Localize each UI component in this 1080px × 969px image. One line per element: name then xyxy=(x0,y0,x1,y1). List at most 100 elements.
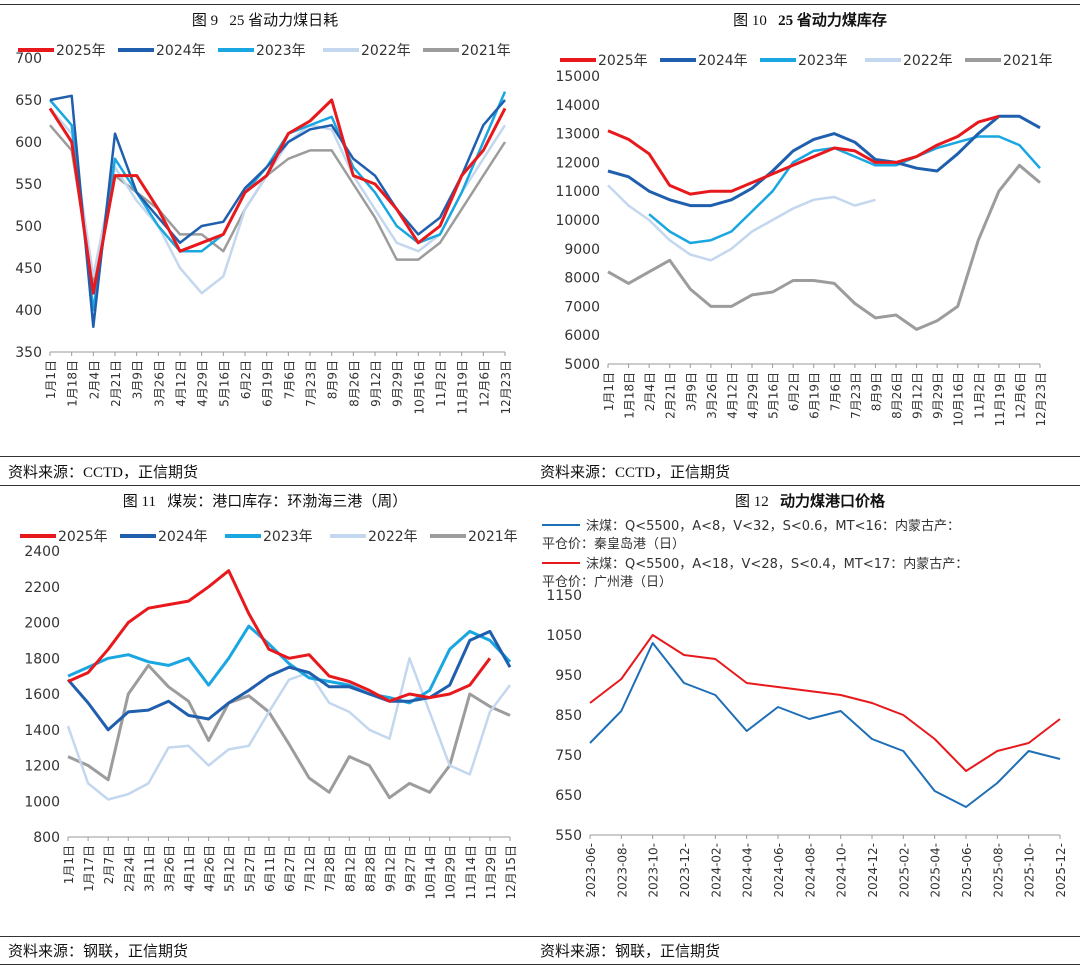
c10-legend-label: 2023年 xyxy=(798,53,848,69)
c12-ytick-label: 950 xyxy=(555,668,582,684)
c10-legend-label: 2021年 xyxy=(1003,53,1053,69)
c12-xtick-label: 2025-10- xyxy=(1023,843,1037,897)
c12-series-line-秦皇岛港 xyxy=(589,642,1061,808)
c12-xtick-label: 2024-10- xyxy=(835,843,849,897)
c12-legend-line: 沫煤：Q<5500，A<8，V<32，S<0.6，MT<16：内蒙古产： xyxy=(586,518,960,534)
fig10-title-text: 25 省动力煤库存 xyxy=(778,13,887,29)
fig11-source: 资料来源：钢联，正信期货 xyxy=(8,944,189,960)
fig10-source: 资料来源：CCTD，正信期货 xyxy=(540,465,731,481)
c9-series-line-2025年 xyxy=(48,98,507,295)
c12-xtick-label: 2024-08- xyxy=(803,843,817,897)
c12-ytick-label: 650 xyxy=(555,788,582,804)
rule-2 xyxy=(0,485,1080,486)
c10-ytick-label: 15000 xyxy=(555,69,600,85)
c10-ytick-label: 14000 xyxy=(555,98,600,114)
c12-xtick-label: 2023-10- xyxy=(647,843,661,897)
panel-fig9: 图 9 25 省动力煤日耗 350 400 450 500 550 600 650 700 1月… xyxy=(0,0,530,481)
c10-ytick-label: 12000 xyxy=(555,155,600,171)
c9-xtick-label: 10月16日 xyxy=(412,360,426,415)
c12-legend-line: 平仓价：广州港（日） xyxy=(542,575,672,590)
c12-ytick-label: 750 xyxy=(555,748,582,764)
c9-xtick-label: 11月2日 xyxy=(434,360,448,407)
c9-ytick-label: 500 xyxy=(15,219,42,235)
c9-xtick-label: 1月18日 xyxy=(66,360,80,407)
c10-ytick-label: 8000 xyxy=(564,271,600,287)
c10-xtick-label: 1月18日 xyxy=(623,372,637,419)
c9-xtick-label: 6月2日 xyxy=(239,360,253,399)
c11-xtick-label: 7月28日 xyxy=(323,845,337,892)
c12-xtick-label: 2024-06- xyxy=(772,843,786,897)
fig9-title: 图 9 25 省动力煤日耗 xyxy=(0,9,530,30)
panel-fig10: 图 10 25 省动力煤库存 5000 6000 7000 8000 9000 10000… xyxy=(540,0,1080,481)
c12-ytick-label: 1050 xyxy=(546,628,582,644)
c11-series-line-2025年 xyxy=(67,569,492,703)
panel-fig12: 图 12 动力煤港口价格 550 650 750 850 950 1050 1150 2023… xyxy=(540,485,1080,969)
c10-xtick-label: 1月1日 xyxy=(602,372,616,411)
c9-xtick-label: 9月29日 xyxy=(391,360,405,407)
c10-xtick-label: 2月4日 xyxy=(643,372,657,411)
c10-xtick-label: 4月12日 xyxy=(725,372,739,419)
c12-xtick-label: 2024-12- xyxy=(866,843,880,897)
c10-xtick-label: 9月29日 xyxy=(931,372,945,419)
c12-xtick-label: 2024-04- xyxy=(741,843,755,897)
rule-1 xyxy=(0,456,1080,457)
c11-xtick-label: 11月14日 xyxy=(464,845,478,900)
c9-xtick-label: 12月23日 xyxy=(499,360,513,415)
c10-series-line-2024年 xyxy=(607,114,1041,208)
fig10-title: 图 10 25 省动力煤库存 xyxy=(540,9,1080,30)
c9-xtick-label: 2月21日 xyxy=(109,360,123,407)
c11-xtick-label: 11月29日 xyxy=(484,845,498,900)
fig12-title-text: 动力煤港口价格 xyxy=(780,494,886,510)
c12-xtick-label: 2025-04- xyxy=(929,843,943,897)
c11-xtick-label: 7月12日 xyxy=(303,845,317,892)
c11-xtick-label: 5月12日 xyxy=(223,845,237,892)
c9-xtick-label: 4月12日 xyxy=(174,360,188,407)
c9-legend-label: 2023年 xyxy=(256,43,306,59)
c10-ytick-label: 5000 xyxy=(564,357,600,373)
c9-ytick-label: 650 xyxy=(15,93,42,109)
c10-xtick-label: 3月26日 xyxy=(705,372,719,419)
c10-xtick-label: 9月12日 xyxy=(911,372,925,419)
c11-xtick-label: 1月1日 xyxy=(62,845,76,884)
c9-xtick-label: 8月9日 xyxy=(326,360,340,399)
c10-xtick-label: 7月6日 xyxy=(828,372,842,411)
c10-series-line-2022年 xyxy=(607,184,876,262)
c11-ytick-label: 1800 xyxy=(24,651,60,667)
c9-xtick-label: 2月4日 xyxy=(87,360,101,399)
c11-xtick-label: 2月24日 xyxy=(122,845,136,892)
c11-xtick-label: 9月12日 xyxy=(383,845,397,892)
c11-legend-label: 2024年 xyxy=(158,529,208,545)
c12-xtick-label: 2025-06- xyxy=(960,843,974,897)
c12-legend-label: 沫煤：Q<5500，A<18，V<28，S<0.4，MT<17：内蒙古产： 平仓价… xyxy=(542,556,968,590)
c12-xtick-label: 2023-06- xyxy=(584,843,598,897)
c12-xtick-label: 2025-12- xyxy=(1054,843,1068,897)
c9-xtick-label: 8月26日 xyxy=(347,360,361,407)
fig9-source: 资料来源：CCTD，正信期货 xyxy=(8,465,199,481)
c9-xtick-label: 7月6日 xyxy=(282,360,296,399)
c12-legend-line: 沫煤：Q<5500，A<18，V<28，S<0.4，MT<17：内蒙古产： xyxy=(586,556,968,572)
c11-xtick-label: 10月14日 xyxy=(424,845,438,900)
c9-xtick-label: 11月19日 xyxy=(456,360,470,415)
c10-xtick-label: 2月21日 xyxy=(664,372,678,419)
panel-fig11: 图 11 煤炭：港口库存：环渤海三港（周） 800 1000 1200 1400 160… xyxy=(0,485,530,969)
c10-ytick-label: 6000 xyxy=(564,328,600,344)
c12-xtick-label: 2025-08- xyxy=(991,843,1005,897)
c11-xtick-label: 3月26日 xyxy=(162,845,176,892)
c11-legend-label: 2022年 xyxy=(368,529,418,545)
c9-ytick-label: 700 xyxy=(15,51,42,67)
c9-xtick-label: 3月26日 xyxy=(152,360,166,407)
top-rule xyxy=(0,4,1080,5)
c10-xtick-label: 5月16日 xyxy=(767,372,781,419)
c11-legend-label: 2025年 xyxy=(58,529,108,545)
c9-legend-label: 2022年 xyxy=(361,43,411,59)
c11-xtick-label: 8月28日 xyxy=(363,845,377,892)
fig11-title-text: 煤炭：港口库存：环渤海三港（周） xyxy=(167,494,408,510)
c10-xtick-label: 3月9日 xyxy=(684,372,698,411)
c9-xtick-label: 7月23日 xyxy=(304,360,318,407)
c10-legend-label: 2025年 xyxy=(598,53,648,69)
c11-xtick-label: 3月11日 xyxy=(142,845,156,892)
fig11-number: 图 11 xyxy=(122,494,156,510)
c11-xtick-label: 10月29日 xyxy=(444,845,458,900)
fig9-chart: 350 400 450 500 550 600 650 700 1月1日 1月18日 2月4日 2月2… xyxy=(15,43,513,415)
c10-ytick-label: 13000 xyxy=(555,127,600,143)
